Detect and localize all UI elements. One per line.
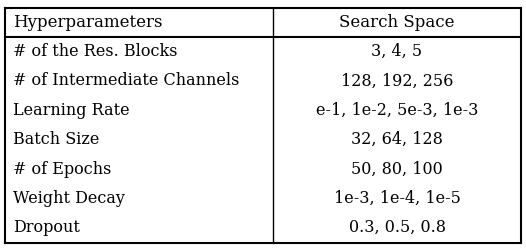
Text: # of Intermediate Channels: # of Intermediate Channels	[13, 72, 239, 90]
Text: Batch Size: Batch Size	[13, 131, 99, 148]
Text: # of Epochs: # of Epochs	[13, 160, 112, 178]
Text: Search Space: Search Space	[339, 14, 455, 31]
Text: 1e-3, 1e-4, 1e-5: 1e-3, 1e-4, 1e-5	[333, 190, 460, 207]
Text: 32, 64, 128: 32, 64, 128	[351, 131, 443, 148]
Text: Learning Rate: Learning Rate	[13, 102, 130, 119]
Text: 128, 192, 256: 128, 192, 256	[341, 72, 453, 90]
Text: # of the Res. Blocks: # of the Res. Blocks	[13, 43, 178, 60]
Text: e-1, 1e-2, 5e-3, 1e-3: e-1, 1e-2, 5e-3, 1e-3	[316, 102, 478, 119]
Text: 50, 80, 100: 50, 80, 100	[351, 160, 443, 178]
Text: 3, 4, 5: 3, 4, 5	[371, 43, 422, 60]
Text: Hyperparameters: Hyperparameters	[13, 14, 163, 31]
Text: Dropout: Dropout	[13, 219, 80, 236]
Text: Weight Decay: Weight Decay	[13, 190, 125, 207]
Text: 0.3, 0.5, 0.8: 0.3, 0.5, 0.8	[349, 219, 446, 236]
